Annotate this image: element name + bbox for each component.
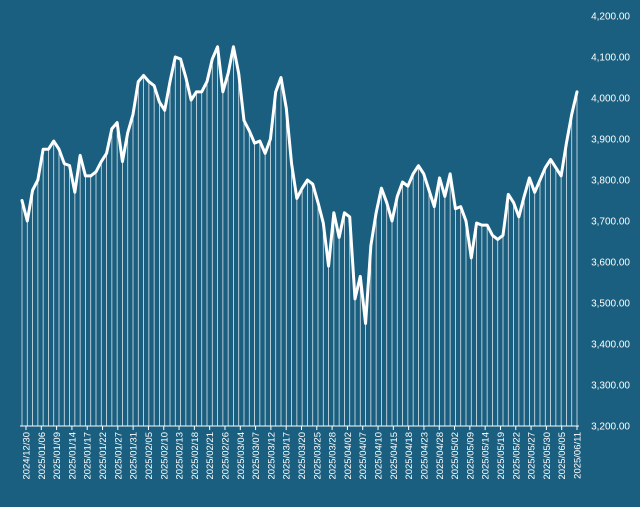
y-tick-label: 3,700.00 <box>591 217 630 228</box>
x-tick-label: 2025/06/11 <box>573 432 584 479</box>
x-tick-label: 2025/02/13 <box>175 432 186 480</box>
y-tick-label: 3,900.00 <box>591 135 630 146</box>
y-tick-label: 4,200.00 <box>591 12 630 23</box>
x-tick-label: 2025/03/25 <box>312 432 323 480</box>
x-tick-label: 2025/04/07 <box>358 432 369 480</box>
x-tick-label: 2025/01/06 <box>37 432 48 480</box>
x-tick-label: 2025/02/26 <box>220 432 231 480</box>
x-tick-label: 2025/03/17 <box>282 432 293 480</box>
x-tick-label: 2025/04/10 <box>374 432 385 480</box>
x-tick-label: 2025/02/18 <box>190 432 201 480</box>
series-line <box>20 45 579 325</box>
y-tick-label: 3,800.00 <box>591 176 630 187</box>
x-tick-label: 2025/04/23 <box>419 432 430 480</box>
y-axis: 3,200.00 3,300.00 3,400.00 3,500.00 3,600.00… <box>591 12 630 433</box>
y-tick-label: 3,500.00 <box>591 299 630 310</box>
x-tick-label: 2025/01/22 <box>98 432 109 480</box>
x-axis: 2024/12/30 2025/01/06 2025/01/09 2025/01/14… <box>20 425 584 480</box>
x-tick-label: 2025/05/19 <box>496 432 507 480</box>
x-tick-label: 2025/06/05 <box>557 432 568 480</box>
x-tick-label: 2025/03/07 <box>251 432 262 480</box>
x-tick-label: 2025/01/14 <box>67 432 78 480</box>
x-tick-label: 2025/02/10 <box>159 432 170 480</box>
x-tick-label: 2025/05/02 <box>450 432 461 480</box>
x-tick-label: 2025/04/28 <box>435 432 446 480</box>
x-tick-label: 2025/03/28 <box>328 432 339 480</box>
drop-lines-group <box>21 46 578 426</box>
x-tick-label: 2025/05/27 <box>527 432 538 480</box>
x-tick-label: 2025/02/05 <box>144 432 155 480</box>
x-tick-label: 2025/05/22 <box>511 432 522 480</box>
series-group <box>20 45 579 325</box>
y-tick-label: 3,300.00 <box>591 381 630 392</box>
x-tick-label: 2025/01/09 <box>52 432 63 480</box>
x-tick-label: 2025/05/30 <box>542 432 553 480</box>
x-tick-label: 2025/02/21 <box>205 432 216 480</box>
x-tick-label: 2025/04/18 <box>404 432 415 480</box>
x-tick-label: 2025/03/04 <box>236 432 247 480</box>
x-tick-label: 2024/12/30 <box>22 432 33 480</box>
x-tick-label: 2025/04/02 <box>343 432 354 480</box>
x-tick-label: 2025/01/27 <box>113 432 124 480</box>
x-tick-label: 2025/01/17 <box>83 432 94 480</box>
y-tick-label: 4,000.00 <box>591 94 630 105</box>
y-tick-label: 3,400.00 <box>591 340 630 351</box>
x-tick-label: 2025/04/15 <box>389 432 400 480</box>
y-tick-label: 3,600.00 <box>591 258 630 269</box>
x-tick-label: 2025/05/09 <box>465 432 476 480</box>
y-tick-label: 3,200.00 <box>591 422 630 433</box>
x-tick-label: 2025/03/12 <box>266 432 277 480</box>
x-tick-label: 2025/01/31 <box>129 432 140 480</box>
x-tick-label: 2025/05/14 <box>481 432 492 480</box>
x-tick-label: 2025/03/20 <box>297 432 308 480</box>
y-tick-label: 4,100.00 <box>591 53 630 64</box>
